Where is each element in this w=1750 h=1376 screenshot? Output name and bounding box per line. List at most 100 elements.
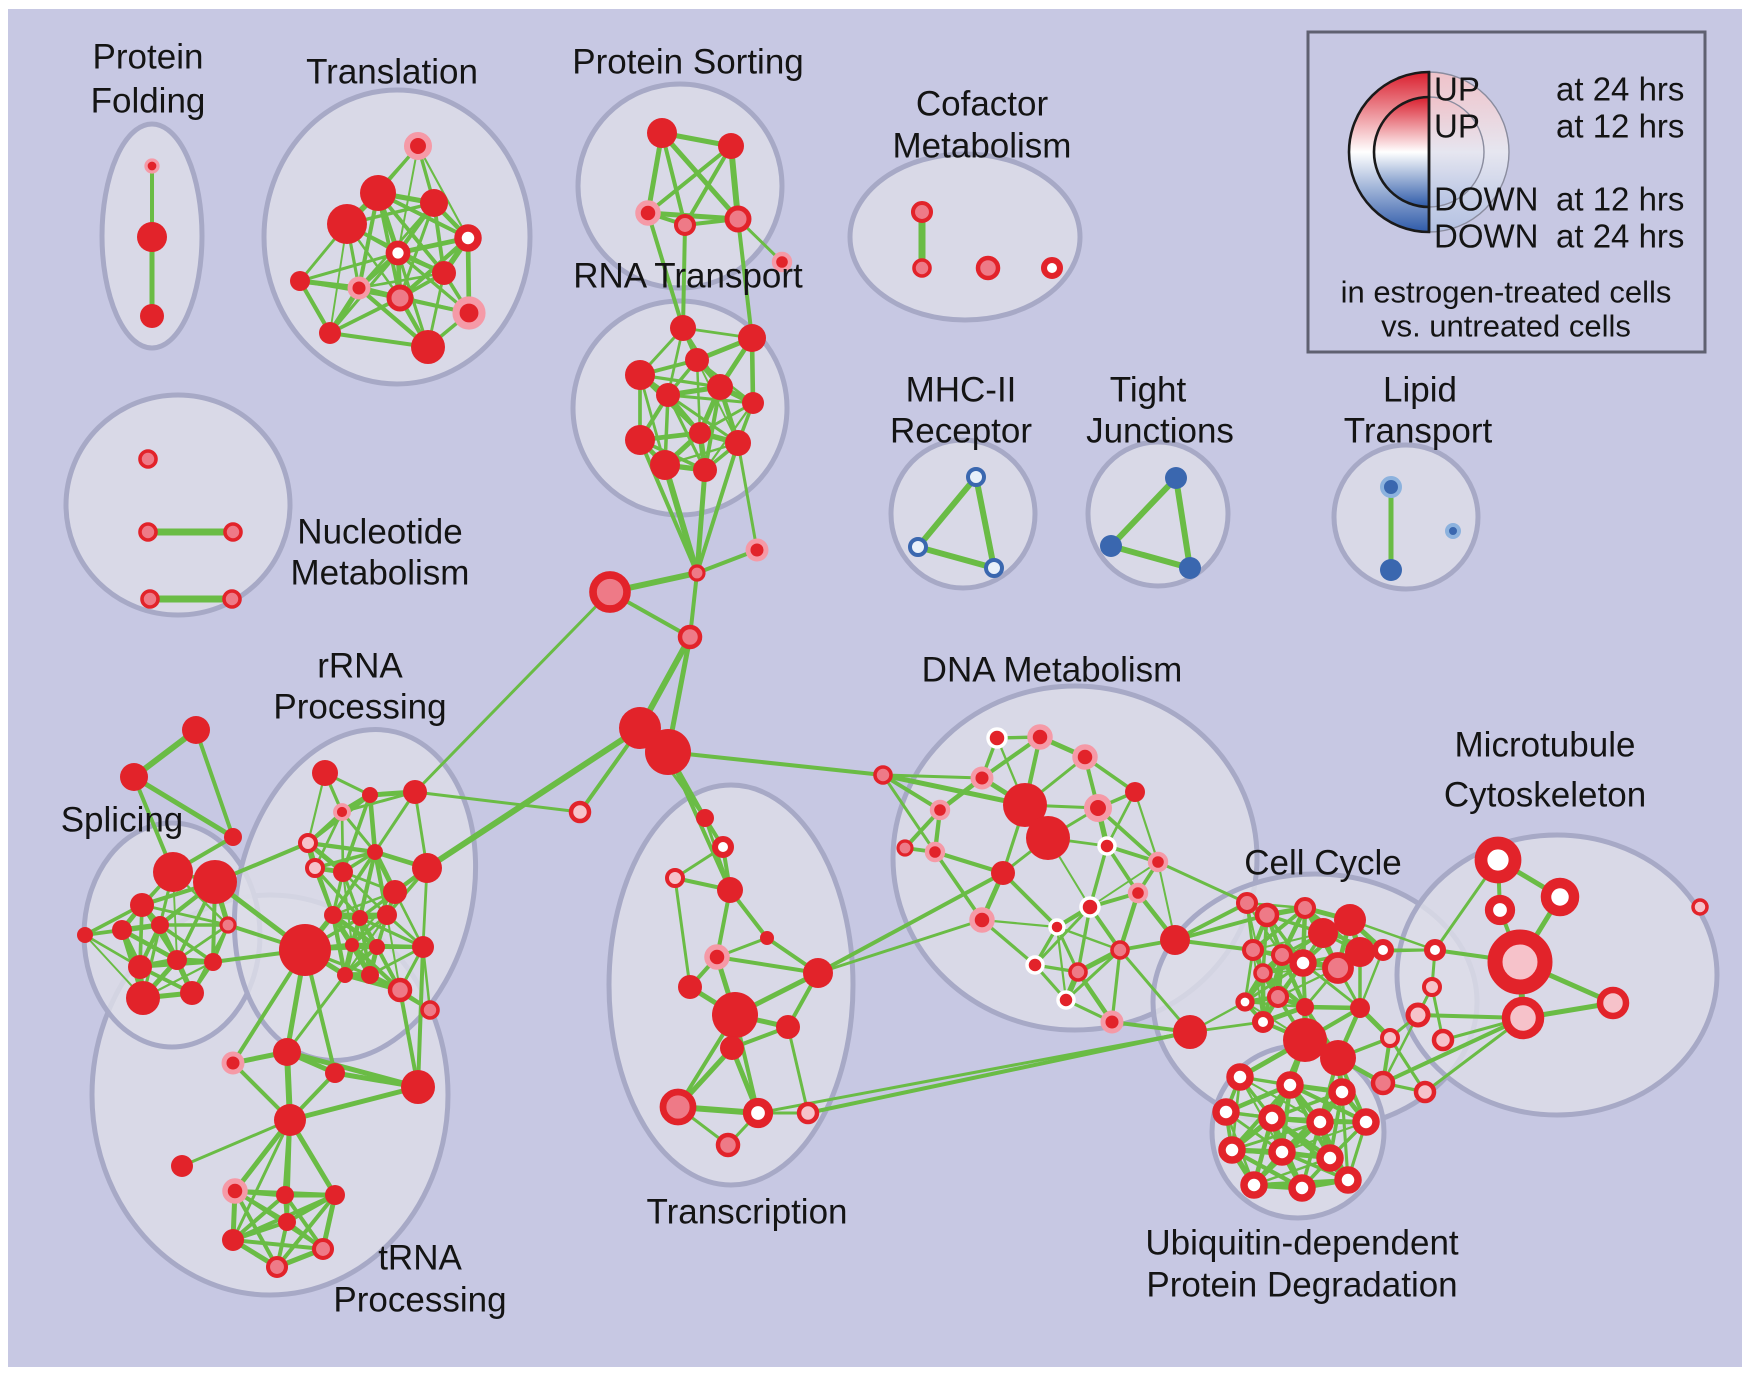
node-microtubule-cytoskeleton-9 [1431,1028,1455,1052]
edge-trna-processing [231,1193,287,1242]
node-cell-cycle-8 [1289,949,1317,977]
node-rna-transport-3 [685,348,709,372]
node-rna-transport-0 [670,315,696,341]
node-lipid-transport-2 [1445,523,1461,539]
node-cell-cycle-5 [1345,937,1375,967]
edge-splicing [158,923,215,964]
cluster-label-dna-metabolism-0: DNA Metabolism [922,651,1183,690]
cluster-label-mhc-ii-receptor-1: Receptor [890,412,1032,451]
cluster-translation-ellipse [261,87,533,387]
node-rna-transport-10 [650,450,680,480]
node-trna-processing-5 [171,1155,193,1177]
cluster-mhc-ii-receptor-ellipse [888,437,1038,591]
edge-trna-processing [180,1118,292,1168]
node-connectors-7 [873,765,893,785]
link-rna-transport-connectors [638,438,699,575]
cluster-label-tight-junctions-1: Junctions [1086,412,1234,451]
edge-protein-sorting [660,131,687,227]
node-splicing-2 [130,893,154,917]
node-cell-cycle-19 [1320,1040,1356,1076]
node-trna-processing-7 [276,1186,294,1204]
edge-dna-metabolism [1110,948,1122,1024]
link-connectors-dna-metabolism [881,773,937,854]
edge-mhc-ii-receptor [973,474,997,571]
link-cell-cycle-microtubule-cytoskeleton [1381,1016,1525,1085]
node-connectors-3 [745,538,769,562]
link-dna-metabolism-cell-cycle [1173,913,1269,942]
edge-mhc-ii-receptor [915,474,979,550]
node-translation-4 [454,224,482,252]
legend: UP at 24 hrs UP at 12 hrs DOWN at 12 hrs DOWN a… [1306,30,1707,354]
node-connectors-1 [688,564,706,582]
node-rna-transport-9 [725,430,751,456]
legend-footer-1: vs. untreated cells [1381,309,1631,344]
edge-dna-metabolism [1089,861,1159,908]
node-trna-processing-11 [265,1255,289,1279]
node-splicing-9 [204,953,222,971]
edge-rrna-processing [358,916,425,949]
node-splicing-8 [128,955,152,979]
link-trna-processing-rrna-processing [416,945,425,1089]
edge-dna-metabolism [1064,948,1122,1002]
node-connectors-8 [568,800,592,824]
node-rrna-processing-7 [367,844,383,860]
link-dna-metabolism-cell-cycle [1156,860,1249,905]
link-connectors-dna-metabolism [881,773,942,812]
node-transcription-9 [776,1015,800,1039]
layer-nodes [77,118,1709,1279]
node-ubiquitin-degradation-2 [1328,1078,1356,1106]
node-microtubule-cytoskeleton-8 [1501,996,1545,1040]
node-rrna-processing-1 [362,787,378,803]
node-dna-metabolism-21 [1056,990,1076,1010]
edge-rna-transport [666,393,755,405]
node-rrna-processing-11 [352,910,368,926]
node-connectors-11 [224,828,242,846]
node-trna-processing-4 [274,1104,306,1136]
legend-time-0: at 24 hrs [1556,71,1684,108]
node-translation-8 [386,284,414,312]
node-protein-folding-2 [140,304,164,328]
node-lipid-transport-0 [1380,476,1402,498]
node-dna-metabolism-22 [1100,1010,1124,1034]
node-ubiquitin-degradation-9 [1316,1144,1344,1172]
node-transcription-10 [720,1036,744,1060]
cluster-label-nucleotide-metabolism-0: Nucleotide [297,513,462,552]
node-protein-sorting-1 [718,133,744,159]
node-splicing-5 [151,916,169,934]
node-dna-metabolism-6 [896,839,914,857]
node-translation-1 [360,175,396,211]
node-splicing-3 [77,927,93,943]
node-trna-processing-9 [222,1229,244,1251]
edge-trna-processing [287,1084,421,1123]
node-transcription-7 [678,975,702,999]
node-lipid-transport-1 [1380,559,1402,581]
node-splicing-11 [180,981,204,1005]
edge-ubiquitin-degradation [1340,1090,1350,1182]
link-transcription-dna-metabolism [816,871,1005,975]
node-translation-2 [420,189,448,217]
legend-time-1: at 12 hrs [1556,108,1684,145]
node-dna-metabolism-10 [1083,793,1113,823]
edge-transcription [715,955,820,975]
node-dna-metabolism-11 [1097,836,1117,856]
node-microtubule-cytoskeleton-2 [1484,894,1516,926]
edge-protein-sorting [659,130,741,222]
node-tight-junctions-2 [1179,557,1201,579]
node-ubiquitin-degradation-11 [1288,1174,1316,1202]
node-cell-cycle-18 [1283,1018,1327,1062]
layer-labels: tRNAProcessingSplicingrRNAProcessingTran… [61,38,1646,1320]
node-ubiquitin-degradation-8 [1268,1138,1296,1166]
node-dna-metabolism-20 [1110,940,1130,960]
link-connectors-rrna-processing [413,590,612,794]
node-connectors-4 [677,624,703,650]
edge-rrna-processing [313,850,377,870]
node-transcription-0 [696,809,714,827]
edge-dna-metabolism [1133,790,1160,864]
node-cell-cycle-4 [1334,904,1366,936]
node-rna-transport-5 [656,383,680,407]
node-connectors-9 [182,716,210,744]
node-mhc-ii-receptor-0 [966,467,986,487]
cluster-label-lipid-transport-1: Transport [1344,412,1493,451]
node-ubiquitin-degradation-0 [1226,1063,1254,1091]
node-transcription-8 [712,992,758,1038]
